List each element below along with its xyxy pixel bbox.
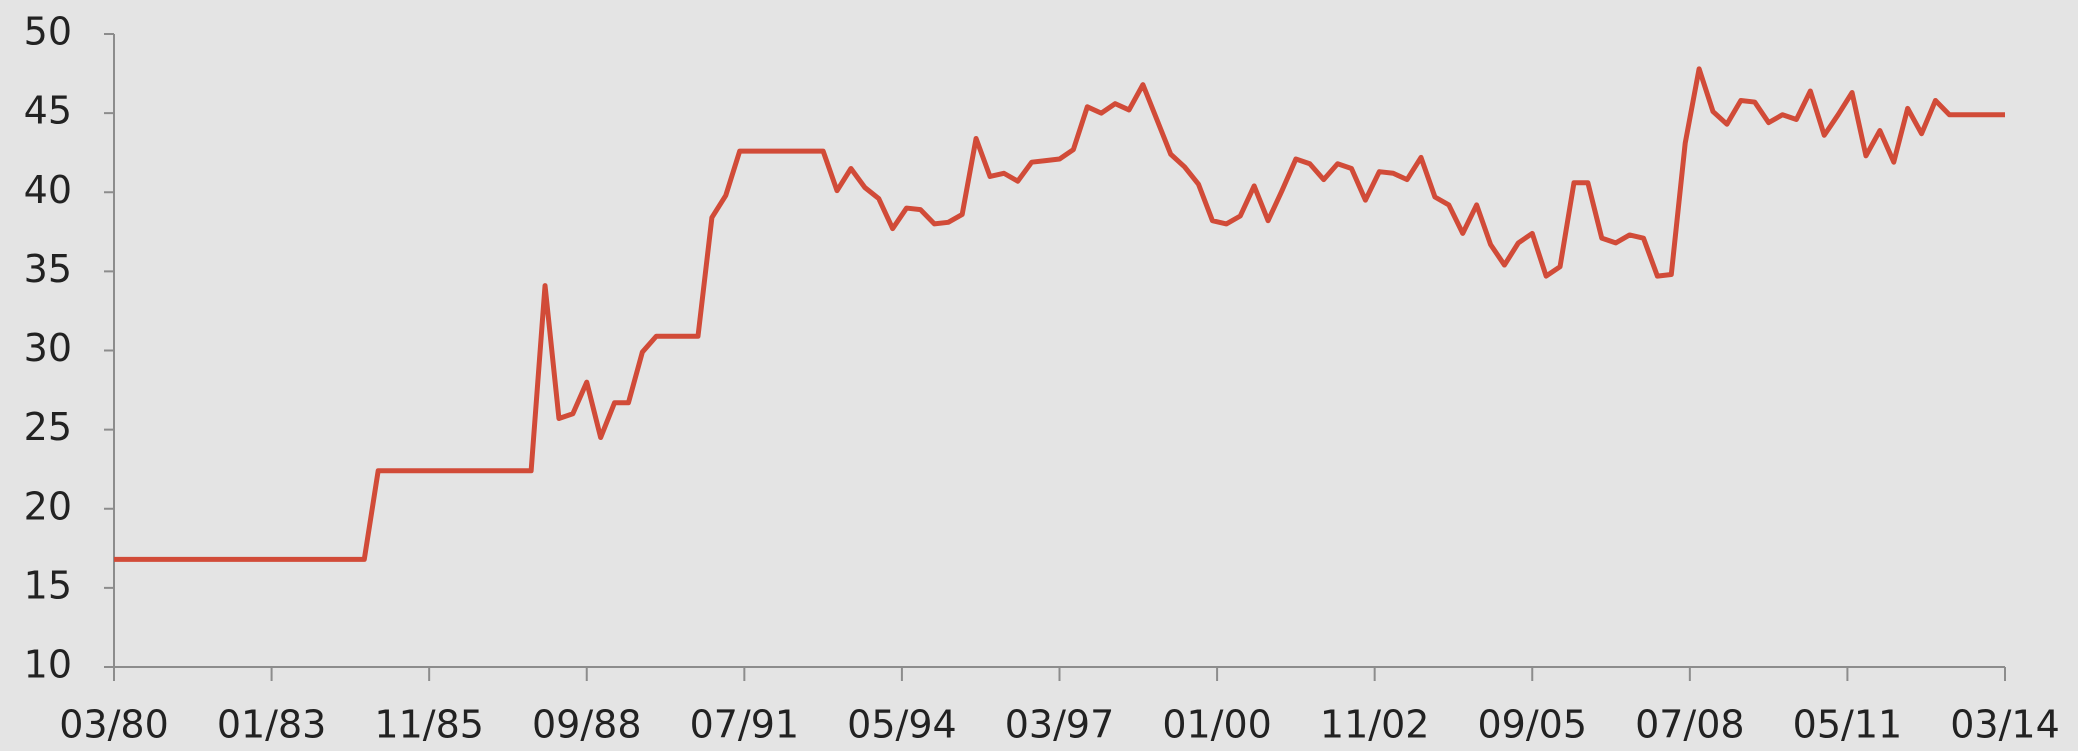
x-tick-label: 03/80 xyxy=(59,703,169,747)
data-line xyxy=(114,66,2005,562)
x-tick-label: 07/91 xyxy=(690,703,800,747)
x-tick-label: 01/83 xyxy=(217,703,327,747)
x-tick-label: 01/00 xyxy=(1162,703,1272,747)
y-tick-label: 45 xyxy=(24,89,72,133)
x-tick-label: 11/85 xyxy=(374,703,484,747)
x-tick-label: 05/11 xyxy=(1793,703,1903,747)
x-tick-label: 03/97 xyxy=(1005,703,1115,747)
x-tick-label: 05/94 xyxy=(847,703,957,747)
y-tick-label: 15 xyxy=(24,563,72,607)
y-tick-label: 40 xyxy=(24,168,72,212)
x-tick-label: 09/05 xyxy=(1477,703,1587,747)
x-tick-label: 03/14 xyxy=(1950,703,2060,747)
y-tick-label: 30 xyxy=(24,326,72,370)
y-tick-label: 20 xyxy=(24,484,72,528)
y-tick-label: 25 xyxy=(24,405,72,449)
y-tick-label: 50 xyxy=(24,10,72,54)
y-tick-label: 35 xyxy=(24,247,72,291)
y-tick-label: 10 xyxy=(24,643,72,687)
x-tick-label: 09/88 xyxy=(532,703,642,747)
x-tick-label: 07/08 xyxy=(1635,703,1745,747)
x-tick-label: 11/02 xyxy=(1320,703,1430,747)
